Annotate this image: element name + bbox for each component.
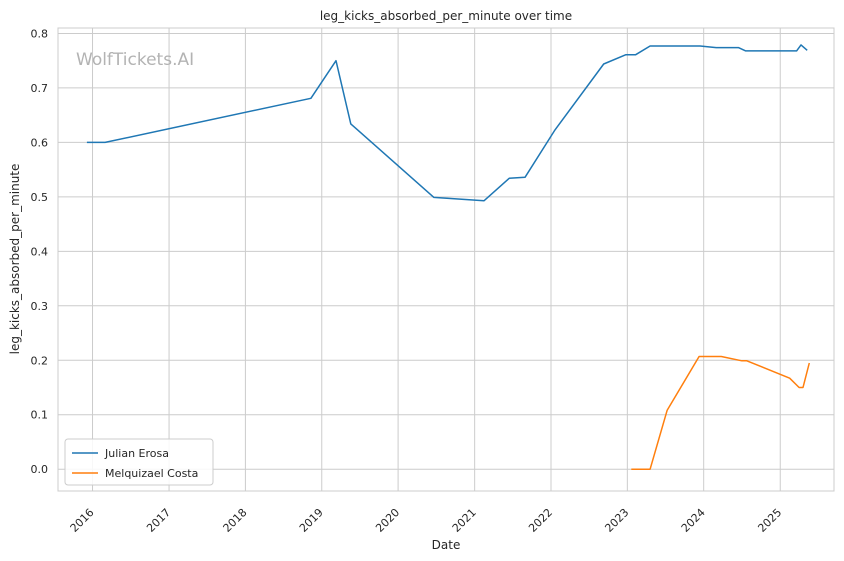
y-tick-label: 0.4: [31, 245, 49, 258]
x-axis-title: Date: [432, 538, 461, 552]
watermark-text: WolfTickets.AI: [76, 50, 194, 70]
plot-area: [57, 27, 835, 492]
y-tick-label: 0.6: [31, 136, 49, 149]
legend-label-julian-erosa: Julian Erosa: [104, 447, 169, 460]
series-line-julian-erosa: [86, 44, 808, 202]
series-layer: [86, 44, 811, 470]
y-tick-label: 0.0: [31, 463, 49, 476]
y-tick-label: 0.8: [31, 27, 49, 40]
legend: Julian Erosa Melquizael Costa: [64, 438, 214, 486]
chart-title: leg_kicks_absorbed_per_minute over time: [320, 9, 572, 23]
y-tick-label: 0.5: [31, 191, 49, 204]
y-tick-label: 0.7: [31, 82, 49, 95]
y-tick-label: 0.1: [31, 409, 49, 422]
grid: [58, 28, 834, 491]
y-tick-label: 0.3: [31, 300, 49, 313]
legend-label-melquizael-costa: Melquizael Costa: [105, 467, 198, 480]
y-tick-label: 0.2: [31, 354, 49, 367]
y-axis-title: leg_kicks_absorbed_per_minute: [8, 164, 22, 355]
series-line-melquizael-costa: [631, 355, 811, 470]
y-axis: 0.0 0.1 0.2 0.3 0.4 0.5 0.6 0.7 0.8: [31, 27, 49, 476]
legend-box: [64, 438, 214, 486]
